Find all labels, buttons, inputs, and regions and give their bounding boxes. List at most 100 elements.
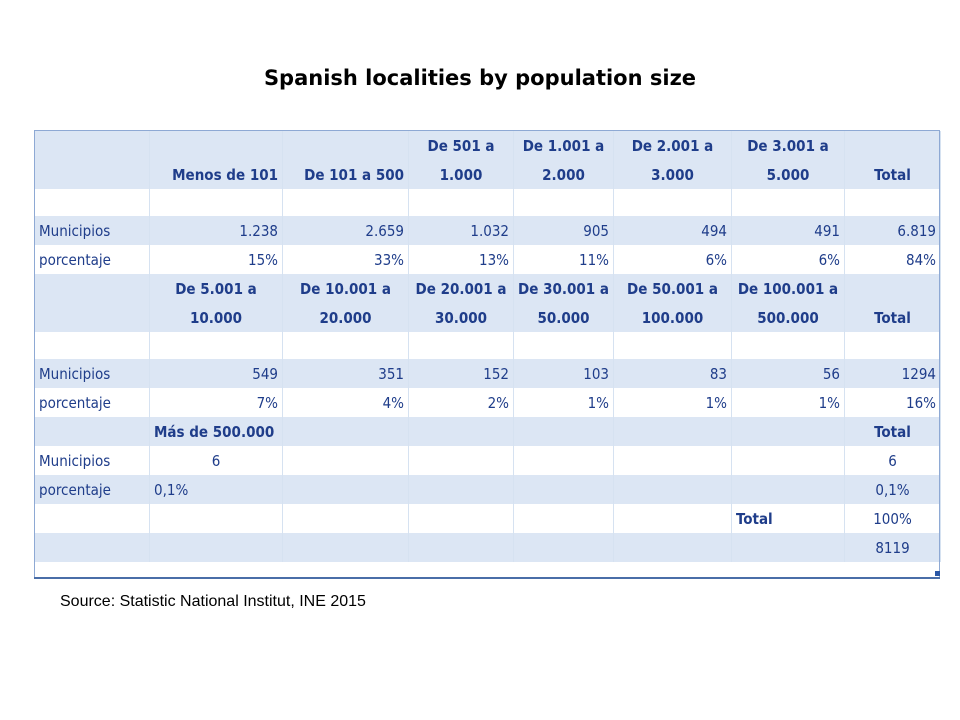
header-row-2b: 10.000 20.000 30.000 50.000 100.000 500.… bbox=[34, 303, 941, 332]
blank-row bbox=[34, 189, 941, 216]
table-cell: 13% bbox=[408, 245, 514, 274]
table-cell bbox=[613, 446, 732, 475]
header-cell: 1.000 bbox=[408, 160, 514, 189]
table-cell: 6% bbox=[613, 245, 732, 274]
header-cell: De 3.001 a bbox=[731, 131, 845, 160]
table-cell bbox=[282, 446, 409, 475]
table-cell: 494 bbox=[613, 216, 732, 245]
table-cell: 1% bbox=[613, 388, 732, 417]
table-bottom-border bbox=[34, 577, 940, 579]
table-cell: 33% bbox=[282, 245, 409, 274]
header-cell: 3.000 bbox=[613, 160, 732, 189]
table-cell bbox=[282, 475, 409, 504]
table-cell: 7% bbox=[149, 388, 283, 417]
header-cell bbox=[513, 417, 614, 446]
header-cell bbox=[731, 417, 845, 446]
table-right-border bbox=[939, 131, 940, 578]
header-cell: De 50.001 a bbox=[613, 274, 732, 303]
header-cell: 30.000 bbox=[408, 303, 514, 332]
table-row-porcentaje-1: porcentaje 15% 33% 13% 11% 6% 6% 84% bbox=[34, 245, 941, 274]
total-percent: 100% bbox=[844, 504, 941, 533]
table-cell: 6% bbox=[731, 245, 845, 274]
header-cell: Menos de 101 bbox=[149, 160, 283, 189]
table-cell: 2% bbox=[408, 388, 514, 417]
header-cell bbox=[34, 131, 150, 160]
table-cell: 4% bbox=[282, 388, 409, 417]
header-cell bbox=[149, 131, 283, 160]
table-cell: 6 bbox=[844, 446, 941, 475]
table-cell bbox=[731, 475, 845, 504]
header-cell bbox=[34, 303, 150, 332]
table-cell: 56 bbox=[731, 359, 845, 388]
table-cell: 11% bbox=[513, 245, 614, 274]
table-cell bbox=[613, 475, 732, 504]
table-cell: 1.032 bbox=[408, 216, 514, 245]
table-cell: 2.659 bbox=[282, 216, 409, 245]
header-cell bbox=[34, 160, 150, 189]
header-row-1a: De 501 a De 1.001 a De 2.001 a De 3.001 … bbox=[34, 131, 941, 160]
header-cell: De 501 a bbox=[408, 131, 514, 160]
header-row-1b: Menos de 101 De 101 a 500 1.000 2.000 3.… bbox=[34, 160, 941, 189]
table-cell: 103 bbox=[513, 359, 614, 388]
table-row-municipios-1: Municipios 1.238 2.659 1.032 905 494 491… bbox=[34, 216, 941, 245]
header-row-2a: De 5.001 a De 10.001 a De 20.001 a De 30… bbox=[34, 274, 941, 303]
source-note: Source: Statistic National Institut, INE… bbox=[60, 593, 366, 610]
table-cell bbox=[408, 475, 514, 504]
row-label: Municipios bbox=[34, 446, 150, 475]
table-row-grand-total: 8119 bbox=[34, 533, 941, 562]
header-cell: 20.000 bbox=[282, 303, 409, 332]
header-cell: De 10.001 a bbox=[282, 274, 409, 303]
row-label: Municipios bbox=[34, 359, 150, 388]
header-cell: Total bbox=[844, 160, 941, 189]
table-left-border bbox=[34, 131, 35, 578]
header-cell: 10.000 bbox=[149, 303, 283, 332]
table-row-total: Total 100% bbox=[34, 504, 941, 533]
header-cell bbox=[282, 131, 409, 160]
table-cell: 1294 bbox=[844, 359, 941, 388]
table-cell: 6.819 bbox=[844, 216, 941, 245]
header-cell: Más de 500.000 bbox=[149, 417, 283, 446]
header-cell bbox=[844, 131, 941, 160]
header-cell bbox=[34, 417, 150, 446]
header-cell: De 2.001 a bbox=[613, 131, 732, 160]
table-row-municipios-2: Municipios 549 351 152 103 83 56 1294 bbox=[34, 359, 941, 388]
table-cell: 905 bbox=[513, 216, 614, 245]
table-cell bbox=[513, 446, 614, 475]
header-cell bbox=[613, 417, 732, 446]
table-cell: 16% bbox=[844, 388, 941, 417]
header-cell: 5.000 bbox=[731, 160, 845, 189]
table-cell bbox=[408, 446, 514, 475]
header-cell bbox=[408, 417, 514, 446]
row-label: porcentaje bbox=[34, 475, 150, 504]
table-cell: 83 bbox=[613, 359, 732, 388]
header-cell: 100.000 bbox=[613, 303, 732, 332]
header-cell: De 1.001 a bbox=[513, 131, 614, 160]
row-label: porcentaje bbox=[34, 245, 150, 274]
blank-row bbox=[34, 332, 941, 359]
header-cell: De 30.001 a bbox=[513, 274, 614, 303]
table-row-porcentaje-3: porcentaje 0,1% 0,1% bbox=[34, 475, 941, 504]
table-cell: 15% bbox=[149, 245, 283, 274]
header-cell bbox=[844, 274, 941, 303]
table-cell: 1% bbox=[731, 388, 845, 417]
header-cell: 50.000 bbox=[513, 303, 614, 332]
resize-handle-icon bbox=[935, 571, 940, 576]
total-label: Total bbox=[731, 504, 845, 533]
table-cell: 549 bbox=[149, 359, 283, 388]
page-title: Spanish localities by population size bbox=[263, 66, 697, 90]
table-cell: 0,1% bbox=[844, 475, 941, 504]
header-cell: Total bbox=[844, 303, 941, 332]
header-cell: De 20.001 a bbox=[408, 274, 514, 303]
header-cell: 500.000 bbox=[731, 303, 845, 332]
table-top-border bbox=[34, 130, 940, 131]
row-label: Municipios bbox=[34, 216, 150, 245]
table-cell: 1% bbox=[513, 388, 614, 417]
table-row-municipios-3: Municipios 6 6 bbox=[34, 446, 941, 475]
header-cell: Total bbox=[844, 417, 941, 446]
header-cell: 2.000 bbox=[513, 160, 614, 189]
table-cell bbox=[513, 475, 614, 504]
table-cell bbox=[731, 446, 845, 475]
row-label: porcentaje bbox=[34, 388, 150, 417]
population-table: De 501 a De 1.001 a De 2.001 a De 3.001 … bbox=[34, 131, 941, 562]
table-cell: 351 bbox=[282, 359, 409, 388]
